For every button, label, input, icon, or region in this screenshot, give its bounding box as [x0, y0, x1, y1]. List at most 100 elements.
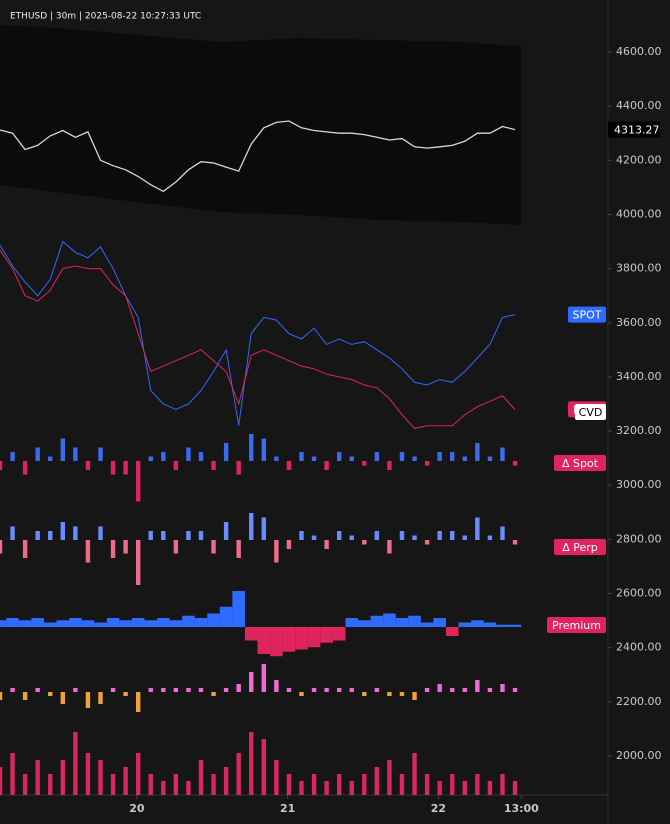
histogram-bar — [198, 531, 204, 540]
histogram-bar — [123, 767, 128, 795]
envelope-band — [0, 25, 521, 225]
badge-box — [554, 455, 606, 471]
badge-box — [547, 617, 606, 633]
badge-label: SPOT — [573, 309, 602, 322]
histogram-bar — [324, 461, 329, 470]
histogram-bar — [35, 688, 40, 692]
histogram-bar — [437, 531, 442, 540]
histogram-bar — [236, 753, 241, 795]
histogram-bar — [424, 688, 430, 692]
last-price-label: 4313.27 — [614, 124, 660, 137]
histogram-bar — [336, 531, 342, 540]
histogram-bar — [500, 774, 505, 795]
premium-area — [81, 620, 95, 627]
histogram-bar — [475, 680, 480, 692]
histogram-bar — [110, 688, 116, 692]
histogram-bar — [311, 774, 317, 795]
histogram-bar — [424, 540, 430, 545]
histogram-bar — [475, 443, 480, 461]
histogram-bar — [487, 688, 493, 692]
badge-label: Δ Perp — [562, 541, 598, 554]
histogram-bar — [462, 456, 467, 461]
histogram-bar — [173, 461, 179, 470]
histogram-bar — [274, 680, 279, 692]
histogram-bar — [387, 540, 392, 554]
histogram-bar — [0, 767, 3, 795]
histogram-bar — [223, 443, 229, 461]
premium-area — [232, 591, 245, 627]
histogram-bar — [173, 688, 179, 692]
histogram-bar — [211, 540, 216, 554]
histogram-bar — [399, 692, 405, 696]
histogram-bar — [487, 456, 493, 461]
premium-area — [194, 618, 208, 627]
histogram-bar — [85, 461, 91, 470]
histogram-bar — [22, 540, 28, 558]
y-tick-label: 3400.00 — [616, 370, 662, 383]
histogram-bar — [173, 774, 179, 795]
histogram-bar — [10, 753, 15, 795]
histogram-bar — [261, 517, 266, 540]
histogram-bar — [48, 692, 53, 696]
histogram-bar — [437, 452, 442, 461]
histogram-bar — [286, 774, 292, 795]
histogram-bar — [211, 692, 216, 696]
histogram-bar — [462, 781, 467, 795]
y-tick-label: 4600.00 — [616, 45, 662, 58]
x-tick-label: 21 — [280, 802, 295, 815]
header-title: ETHUSD | 30m | 2025-08-22 10:27:33 UTC — [10, 12, 201, 22]
histogram-bar — [161, 781, 166, 795]
premium-area — [282, 627, 296, 652]
histogram-bar — [161, 531, 166, 540]
histogram-bar — [22, 692, 28, 700]
histogram-bar — [374, 531, 380, 540]
premium-area — [358, 620, 371, 627]
histogram-bar — [211, 461, 216, 470]
histogram-bar — [462, 688, 467, 692]
histogram-bar — [73, 526, 78, 540]
y-tick-label: 2400.00 — [616, 641, 662, 654]
premium-area — [18, 620, 32, 627]
histogram-bar — [249, 513, 254, 540]
histogram-bar — [236, 684, 241, 692]
histogram-bar — [286, 461, 292, 470]
histogram-bar — [424, 461, 430, 466]
y-tick-label: 4000.00 — [616, 207, 662, 220]
histogram-bar — [324, 781, 329, 795]
premium-area — [508, 624, 522, 627]
badge-label: CVD — [579, 406, 603, 419]
y-tick-label: 2000.00 — [616, 749, 662, 762]
price-line — [0, 120, 516, 193]
premium-area — [244, 627, 258, 641]
premium-area — [420, 622, 434, 627]
premium-area — [270, 627, 283, 657]
histogram-bar — [73, 688, 78, 692]
histogram-bar — [148, 774, 153, 795]
histogram-bar — [299, 452, 304, 461]
histogram-bar — [135, 753, 141, 795]
premium-area — [94, 622, 107, 627]
histogram-bar — [412, 692, 417, 700]
y-tick-label: 2200.00 — [616, 695, 662, 708]
premium-area — [295, 627, 308, 650]
histogram-bar — [500, 684, 505, 692]
histogram-bar — [261, 739, 266, 795]
histogram-bar — [286, 688, 292, 692]
histogram-bar — [349, 456, 354, 461]
histogram-bar — [362, 461, 367, 466]
premium-area — [408, 615, 421, 627]
histogram-bar — [35, 760, 40, 795]
histogram-bar — [60, 438, 66, 461]
histogram-bar — [387, 760, 392, 795]
premium-area — [43, 622, 57, 627]
premium-area — [144, 620, 158, 627]
histogram-bar — [387, 692, 392, 696]
histogram-bar — [85, 692, 91, 708]
histogram-bar — [412, 456, 417, 461]
histogram-bar — [399, 774, 405, 795]
histogram-bar — [48, 774, 53, 795]
histogram-bar — [110, 540, 116, 558]
last-price-box — [608, 121, 660, 138]
histogram-bar — [261, 664, 266, 692]
histogram-bar — [362, 692, 367, 696]
